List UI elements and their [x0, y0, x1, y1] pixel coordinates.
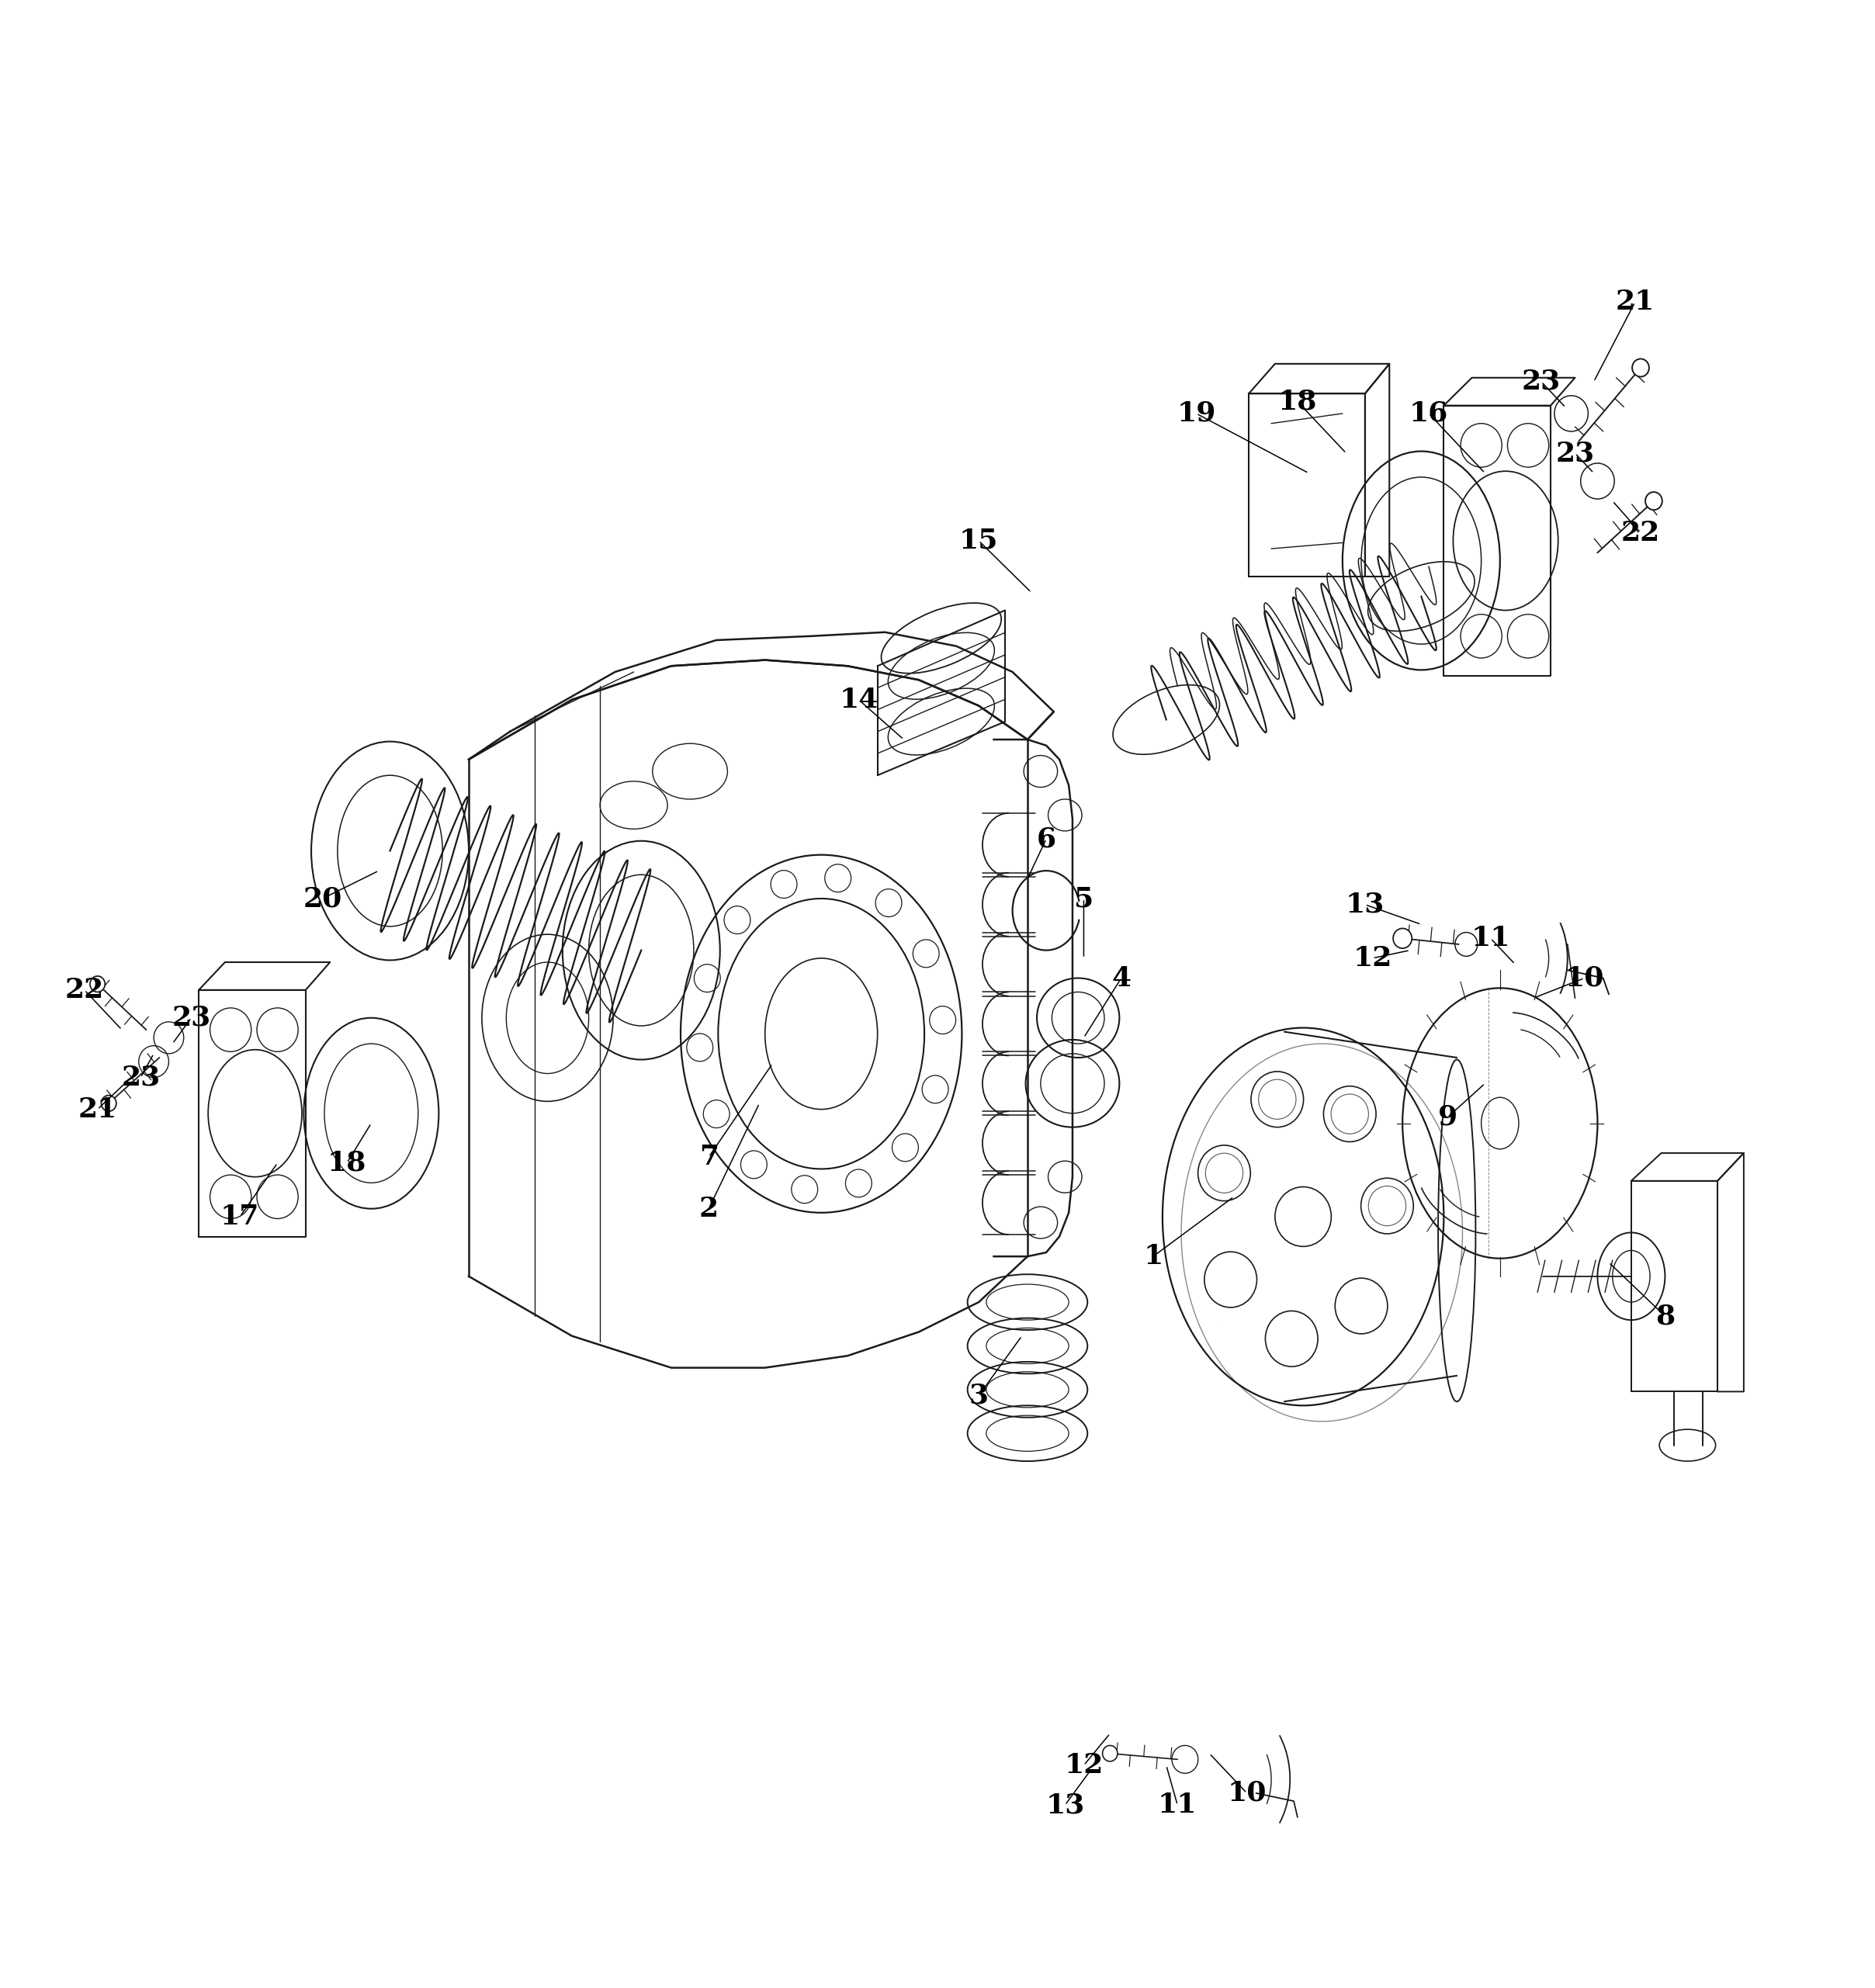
Ellipse shape [1646, 493, 1661, 511]
Text: 23: 23 [122, 1064, 159, 1091]
Text: 11: 11 [1159, 1791, 1196, 1819]
Text: 18: 18 [328, 1149, 366, 1177]
Ellipse shape [90, 976, 105, 992]
Text: 14: 14 [840, 686, 878, 714]
Text: 8: 8 [1656, 1302, 1674, 1330]
Text: 10: 10 [1228, 1779, 1266, 1807]
Text: 20: 20 [304, 885, 341, 912]
Text: 21: 21 [1616, 288, 1654, 316]
Text: 4: 4 [1112, 964, 1131, 992]
Ellipse shape [1102, 1745, 1118, 1761]
Text: 10: 10 [1566, 964, 1603, 992]
Text: 3: 3 [969, 1382, 988, 1409]
Text: 2: 2 [699, 1195, 718, 1223]
Text: 18: 18 [1279, 388, 1316, 415]
Text: 5: 5 [1074, 885, 1093, 912]
Text: 13: 13 [1346, 891, 1384, 918]
Text: 13: 13 [1046, 1791, 1084, 1819]
Text: 15: 15 [960, 527, 998, 555]
Text: 12: 12 [1065, 1751, 1102, 1779]
Text: 22: 22 [66, 976, 103, 1004]
Text: 7: 7 [699, 1143, 718, 1171]
Text: 16: 16 [1410, 400, 1448, 427]
Ellipse shape [101, 1095, 116, 1111]
Text: 19: 19 [1178, 400, 1215, 427]
Ellipse shape [1393, 928, 1412, 948]
Text: 23: 23 [172, 1004, 210, 1032]
Ellipse shape [1631, 360, 1650, 378]
Text: 22: 22 [1622, 519, 1659, 547]
Text: 21: 21 [79, 1095, 116, 1123]
Text: 1: 1 [1144, 1242, 1162, 1270]
Text: 6: 6 [1037, 825, 1056, 853]
Text: 17: 17 [221, 1203, 259, 1231]
Text: 23: 23 [1556, 439, 1594, 467]
Text: 23: 23 [1523, 368, 1560, 396]
Text: 11: 11 [1472, 924, 1509, 952]
Text: 12: 12 [1354, 944, 1391, 972]
Text: 9: 9 [1438, 1103, 1457, 1131]
